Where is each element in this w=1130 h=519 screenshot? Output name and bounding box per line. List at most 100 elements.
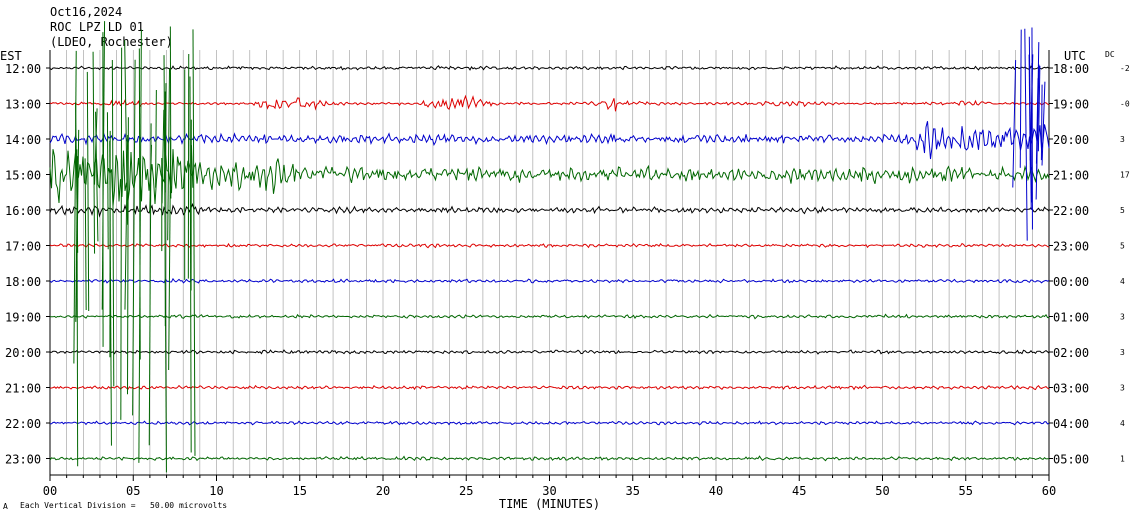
- utc-hour-label: 20:00: [1053, 133, 1089, 147]
- dc-offset-label: 3: [1120, 348, 1125, 357]
- dc-offset-label: 4: [1120, 277, 1125, 286]
- seismic-trace: [192, 29, 196, 456]
- dc-offset-label: 3: [1120, 313, 1125, 322]
- grid-lines: [66, 50, 1033, 475]
- seismic-trace: [49, 420, 1050, 426]
- utc-axis-label: UTC: [1064, 49, 1086, 63]
- x-tick-label: 50: [875, 484, 889, 498]
- est-hour-label: 19:00: [5, 311, 41, 325]
- seismic-trace: [49, 277, 1050, 284]
- seismic-trace: [49, 149, 1050, 207]
- est-hour-label: 16:00: [5, 204, 41, 218]
- est-hour-label: 12:00: [5, 62, 41, 76]
- seismic-trace: [127, 117, 129, 395]
- seismic-trace: [49, 313, 1050, 320]
- seismic-trace: [49, 384, 1050, 391]
- utc-hour-label: 23:00: [1053, 240, 1089, 254]
- seismic-trace: [1036, 42, 1040, 172]
- seismic-trace: [163, 55, 167, 473]
- scale-note: Each Vertical Division = 50.00 microvolt…: [20, 501, 228, 510]
- dc-offset-label: 3: [1120, 135, 1125, 144]
- x-tick-label: 20: [376, 484, 390, 498]
- seismic-trace: [92, 51, 96, 254]
- seismic-trace: [49, 349, 1050, 355]
- corner-mark: A: [3, 502, 8, 511]
- seismic-trace: [111, 60, 115, 387]
- utc-hour-label: 03:00: [1053, 382, 1089, 396]
- est-axis-label: EST: [0, 49, 22, 63]
- utc-hour-label: 04:00: [1053, 417, 1089, 431]
- est-hour-label: 15:00: [5, 169, 41, 183]
- seismic-trace: [189, 76, 192, 453]
- utc-hour-label: 05:00: [1053, 453, 1089, 467]
- utc-hour-label: 21:00: [1053, 169, 1089, 183]
- seismic-trace: [49, 202, 1050, 218]
- seismic-trace: [49, 94, 1050, 112]
- est-hour-label: 21:00: [5, 382, 41, 396]
- est-hour-label: 23:00: [5, 453, 41, 467]
- seismic-trace: [161, 109, 165, 204]
- seismic-trace: [84, 158, 87, 310]
- x-tick-label: 25: [459, 484, 473, 498]
- utc-hour-label: 18:00: [1053, 62, 1089, 76]
- seismic-trace: [169, 26, 172, 199]
- x-tick-label: 05: [126, 484, 140, 498]
- seismic-trace: [120, 47, 123, 420]
- seismic-trace: [164, 83, 167, 193]
- dc-offset-label: -2: [1120, 64, 1130, 73]
- seismic-trace: [1037, 65, 1041, 152]
- x-tick-label: 00: [43, 484, 57, 498]
- utc-hour-label: 02:00: [1053, 346, 1089, 360]
- est-hour-label: 13:00: [5, 98, 41, 112]
- dc-offset-label: -0: [1120, 100, 1130, 109]
- seismic-trace: [86, 71, 90, 311]
- est-hour-label: 17:00: [5, 240, 41, 254]
- x-tick-label: 40: [709, 484, 723, 498]
- dc-offset-label: 1: [1120, 455, 1125, 464]
- dc-column-label: DC: [1105, 50, 1115, 59]
- seismic-trace: [49, 65, 1050, 71]
- seismic-trace: [138, 48, 141, 360]
- seismic-trace: [132, 59, 136, 416]
- seismic-trace: [1040, 84, 1043, 161]
- x-tick-label: 10: [209, 484, 223, 498]
- seismic-trace: [49, 455, 1050, 462]
- dc-offset-label: 17: [1120, 171, 1130, 180]
- x-axis-label: TIME (MINUTES): [499, 497, 600, 511]
- chart-date: Oct16,2024: [50, 5, 123, 19]
- utc-hour-label: 19:00: [1053, 98, 1089, 112]
- est-hour-label: 18:00: [5, 275, 41, 289]
- x-tick-label: 15: [293, 484, 307, 498]
- dc-offset-label: 5: [1120, 242, 1125, 251]
- seismic-trace: [75, 129, 80, 318]
- x-tick-label: 30: [542, 484, 556, 498]
- seismic-trace: [155, 89, 157, 188]
- seismic-trace: [106, 112, 109, 250]
- x-tick-label: 55: [959, 484, 973, 498]
- seismic-trace: [190, 145, 194, 188]
- seismic-trace: [167, 68, 171, 241]
- utc-hour-label: 01:00: [1053, 311, 1089, 325]
- seismic-trace: [1041, 81, 1046, 166]
- seismic-trace: [124, 135, 129, 310]
- seismic-trace: [49, 121, 1050, 160]
- x-tick-label: 60: [1042, 484, 1056, 498]
- network-name: (LDEO, Rochester): [50, 35, 173, 49]
- x-tick-label: 45: [792, 484, 806, 498]
- seismic-trace: [1012, 60, 1017, 188]
- seismic-trace: [94, 108, 98, 185]
- est-hour-label: 20:00: [5, 346, 41, 360]
- seismic-trace: [148, 123, 152, 446]
- x-tick-label: 35: [626, 484, 640, 498]
- est-hour-label: 22:00: [5, 417, 41, 431]
- dc-offset-label: 4: [1120, 419, 1125, 428]
- seismic-trace: [73, 50, 77, 364]
- dc-offset-label: 3: [1120, 384, 1125, 393]
- station-code: ROC LPZ LD 01: [50, 20, 144, 34]
- seismic-trace: [1028, 54, 1031, 171]
- utc-hour-label: 22:00: [1053, 204, 1089, 218]
- seismic-trace: [1019, 29, 1022, 168]
- utc-hour-label: 00:00: [1053, 275, 1089, 289]
- seismic-trace: [1024, 28, 1028, 241]
